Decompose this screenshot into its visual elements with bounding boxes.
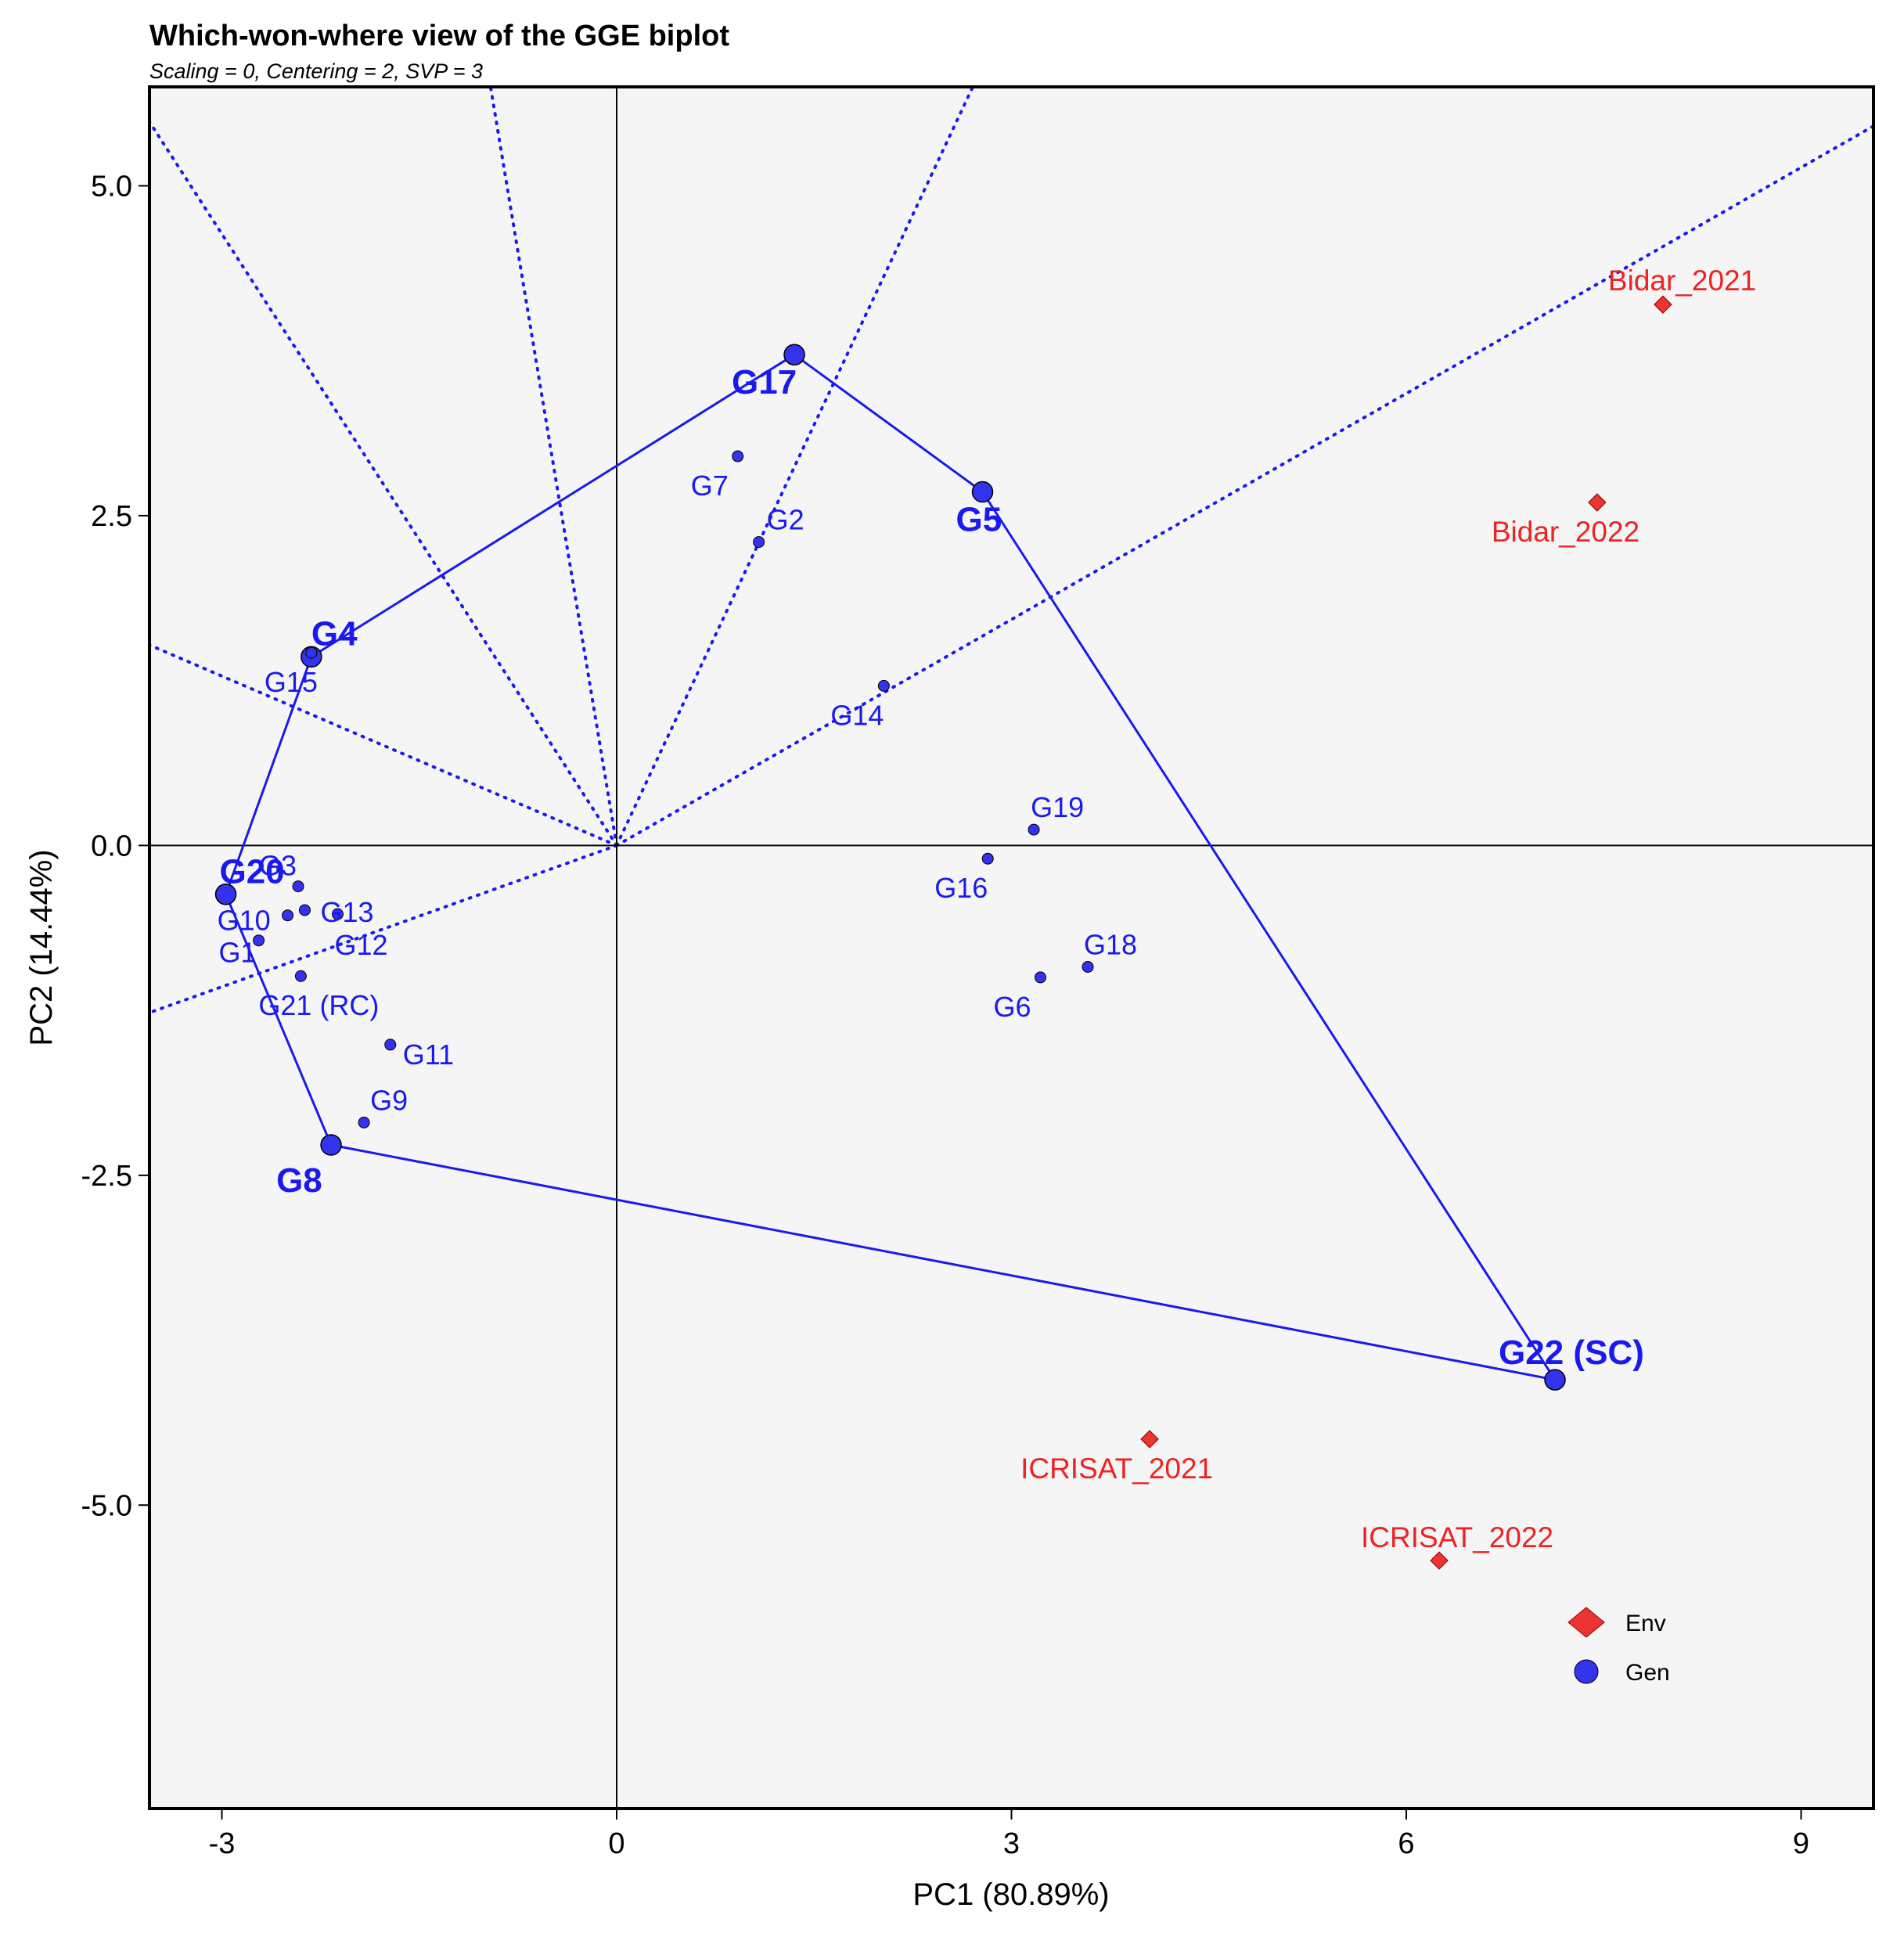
genotype-point-g8 [320,1134,342,1156]
chart-title: Which-won-where view of the GGE biplot [149,20,729,52]
genotype-label-g5: G5 [956,501,1002,539]
genotype-label-g17: G17 [732,363,797,401]
env-label-icrisat-2022: ICRISAT_2022 [1361,1521,1553,1553]
env-label-icrisat-2021: ICRISAT_2021 [1020,1452,1213,1485]
genotype-label-g3: G3 [259,850,297,882]
genotype-label-g7: G7 [691,470,729,502]
genotype-point-g15 [305,646,318,659]
x-tick-label: 9 [1793,1827,1809,1860]
genotype-label-g16: G16 [934,872,988,904]
genotype-point-g13 [298,904,311,916]
genotype-point-g14 [877,679,890,692]
x-tick-label: -3 [209,1827,236,1860]
legend-gen-label: Gen [1625,1660,1670,1686]
genotype-point-g19 [1028,823,1040,836]
x-tick-label: 6 [1398,1827,1414,1860]
genotype-label-g20: G20 [220,853,285,891]
sector-ray-1 [149,119,618,848]
genotype-label-g8: G8 [276,1161,322,1200]
env-point-icrisat-2022 [1430,1551,1449,1570]
genotype-point-g6 [1034,971,1046,984]
genotype-label-g12: G12 [334,929,387,961]
env-point-bidar-2022 [1588,493,1607,512]
legend-gen-marker [1574,1659,1599,1684]
genotype-label-g11: G11 [403,1038,454,1071]
y-tick-label: 5.0 [91,170,132,203]
genotype-label-g2: G2 [767,504,804,536]
genotype-label-g10: G10 [218,905,271,937]
genotype-label-g18: G18 [1084,928,1137,960]
genotype-point-g5 [971,481,994,503]
genotype-point-g1 [253,934,265,947]
x-tick-label: 3 [1003,1827,1020,1860]
genotype-point-g18 [1082,960,1094,973]
y-tick-label: -2.5 [81,1160,132,1193]
x-axis-ticks: -3 0 3 6 9 [209,1809,1809,1860]
genotype-point-g2 [753,536,765,549]
genotype-label-g22-sc: G22 (SC) [1499,1334,1644,1372]
genotype-label-g1: G1 [219,937,257,969]
sector-rays [149,87,1873,1015]
genotype-label-g9: G9 [370,1084,408,1116]
genotype-label-g4: G4 [311,614,358,653]
x-tick-label: 0 [608,1827,624,1860]
legend-env-marker [1567,1607,1605,1638]
genotype-points [214,344,1566,1391]
y-tick-label: 0.0 [91,830,132,862]
env-point-bidar-2021 [1654,295,1672,314]
chart-subtitle: Scaling = 0, Centering = 2, SVP = 3 [149,59,483,83]
environment-points [1140,295,1672,1570]
genotype-label-g19: G19 [1031,791,1084,823]
env-label-bidar-2022: Bidar_2022 [1492,516,1639,548]
legend-env-label: Env [1625,1611,1666,1636]
legend: Env Gen [1567,1607,1670,1686]
genotype-point-g21-rc [294,970,307,982]
genotype-point-g20 [214,883,237,905]
y-tick-label: 2.5 [91,500,132,533]
genotype-point-g22-sc [1544,1369,1566,1391]
genotype-label-g15: G15 [265,666,318,698]
y-tick-label: -5.0 [81,1489,132,1522]
env-label-bidar-2021: Bidar_2021 [1608,265,1756,297]
genotype-label-g6: G6 [993,991,1031,1023]
genotype-label-g13: G13 [320,896,373,928]
genotype-point-g10 [282,909,294,922]
genotype-point-g7 [732,450,744,463]
genotype-point-g12 [331,908,344,920]
environment-labels: Bidar_2021 Bidar_2022 ICRISAT_2021 ICRISAT_… [1020,265,1756,1553]
plot-panel [149,87,1873,1809]
y-axis-ticks: 5.0 2.5 0.0 -2.5 -5.0 [81,170,149,1522]
sector-ray-4 [149,844,618,1015]
y-axis-title: PC2 (14.44%) [24,849,59,1046]
genotype-point-g11 [384,1038,397,1051]
env-point-icrisat-2021 [1140,1430,1159,1449]
genotype-point-g3 [292,880,304,893]
genotype-point-g16 [981,852,994,865]
origin-axes [149,87,1873,1809]
genotype-label-g14: G14 [830,699,884,731]
x-axis-title: PC1 (80.89%) [912,1877,1109,1912]
genotype-label-g21-rc: G21 (RC) [258,989,379,1021]
genotype-point-g17 [783,344,805,365]
genotype-point-g9 [358,1116,370,1128]
